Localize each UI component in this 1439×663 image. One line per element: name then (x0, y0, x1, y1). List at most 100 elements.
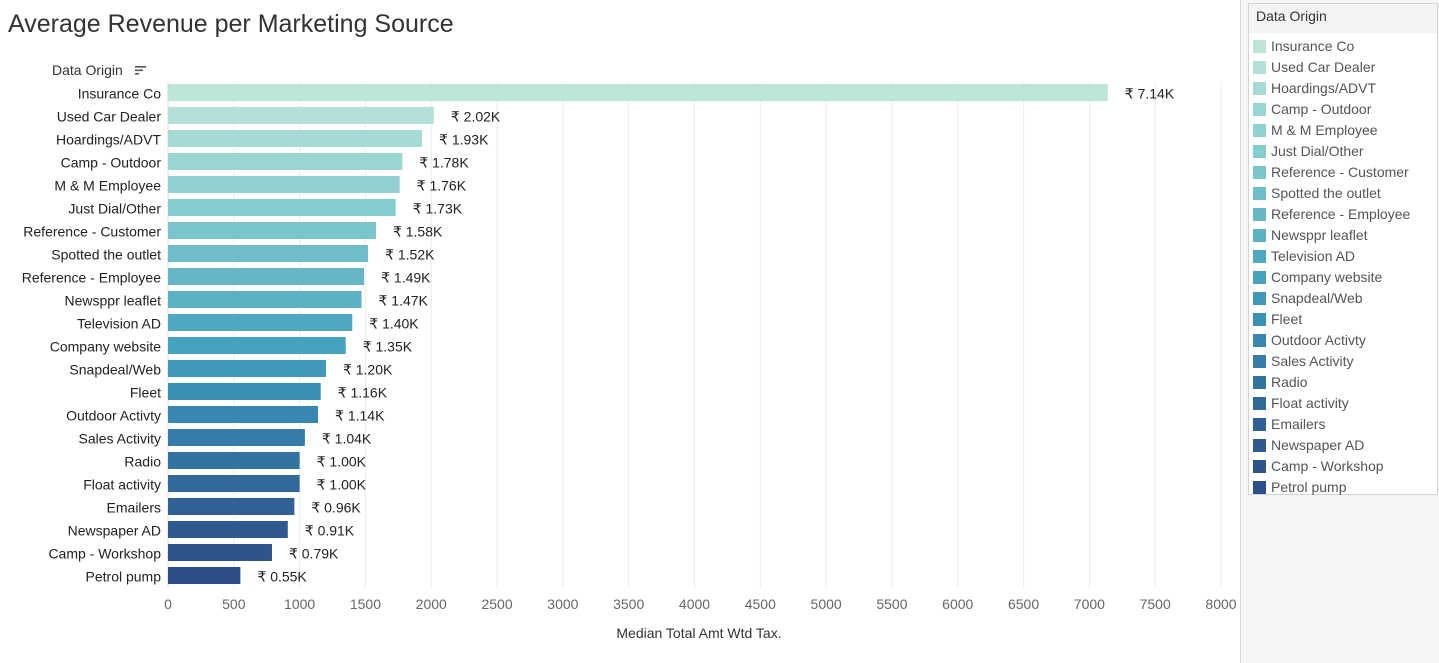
legend-item[interactable]: Used Car Dealer (1253, 58, 1437, 78)
x-tick-label: 3500 (613, 596, 644, 612)
legend-item[interactable]: Snapdeal/Web (1253, 289, 1437, 309)
bar[interactable] (168, 199, 396, 216)
bar[interactable] (168, 475, 300, 492)
legend-swatch (1253, 355, 1266, 368)
category-label[interactable]: Newspaper AD (68, 523, 161, 539)
category-label[interactable]: Just Dial/Other (68, 201, 161, 217)
legend-item[interactable]: Spotted the outlet (1253, 184, 1437, 204)
bar[interactable] (168, 314, 353, 331)
legend-item[interactable]: Fleet (1253, 310, 1437, 330)
legend-item[interactable]: Emailers (1253, 415, 1437, 435)
data-label: ₹ 1.93K (439, 132, 489, 148)
legend-label: Just Dial/Other (1271, 143, 1364, 159)
bar[interactable] (168, 452, 300, 469)
legend-item[interactable]: Reference - Customer (1253, 163, 1437, 183)
bar[interactable] (168, 567, 241, 584)
legend-item[interactable]: Newsppr leaflet (1253, 226, 1437, 246)
data-label: ₹ 1.76K (417, 178, 467, 194)
category-label[interactable]: Fleet (130, 385, 161, 401)
legend-item[interactable]: Insurance Co (1253, 37, 1437, 57)
category-label[interactable]: Company website (50, 339, 161, 355)
bar[interactable] (168, 544, 272, 561)
legend-item[interactable]: Radio (1253, 373, 1437, 393)
bar[interactable] (168, 291, 362, 308)
data-labels: ₹ 7.14K ₹ 2.02K ₹ 1.93K ₹ 1.78K ₹ 1.76K ₹ 1.7… (257, 86, 1174, 585)
bars (168, 84, 1108, 584)
legend-label: Emailers (1271, 416, 1326, 432)
bar[interactable] (168, 222, 376, 239)
data-label: ₹ 1.14K (335, 408, 385, 424)
category-label[interactable]: Camp - Outdoor (61, 155, 162, 171)
data-label: ₹ 1.58K (393, 224, 443, 240)
legend-label: Insurance Co (1271, 38, 1355, 54)
bar[interactable] (168, 107, 434, 124)
legend-label: Camp - Workshop (1271, 458, 1384, 474)
legend-label: Radio (1271, 374, 1308, 390)
data-label: ₹ 1.49K (381, 270, 431, 286)
x-tick-label: 0 (164, 596, 172, 612)
bar[interactable] (168, 383, 321, 400)
bar[interactable] (168, 153, 403, 170)
bar[interactable] (168, 521, 288, 538)
x-tick-label: 5500 (876, 596, 907, 612)
x-tick-label: 2000 (416, 596, 447, 612)
data-label: ₹ 1.00K (317, 454, 367, 470)
category-label[interactable]: Camp - Workshop (48, 546, 161, 562)
category-label[interactable]: Insurance Co (78, 86, 161, 102)
bar[interactable] (168, 360, 326, 377)
category-label[interactable]: Outdoor Activty (66, 408, 161, 424)
legend-item[interactable]: Hoardings/ADVT (1253, 79, 1437, 99)
legend-item[interactable]: Camp - Outdoor (1253, 100, 1437, 120)
bar[interactable] (168, 268, 365, 285)
x-tick-label: 6000 (942, 596, 973, 612)
data-label: ₹ 1.00K (317, 477, 367, 493)
legend-item[interactable]: M & M Employee (1253, 121, 1437, 141)
legend-item[interactable]: Company website (1253, 268, 1437, 288)
category-label[interactable]: Snapdeal/Web (69, 362, 161, 378)
bar[interactable] (168, 337, 346, 354)
legend-label: Newsppr leaflet (1271, 227, 1368, 243)
category-label[interactable]: Hoardings/ADVT (56, 132, 161, 148)
category-label[interactable]: Reference - Employee (22, 270, 162, 286)
data-label: ₹ 1.52K (385, 247, 435, 263)
legend-item[interactable]: Reference - Employee (1253, 205, 1437, 225)
category-label[interactable]: Radio (124, 454, 161, 470)
data-label: ₹ 0.79K (289, 546, 339, 562)
legend-item[interactable]: Float activity (1253, 394, 1437, 414)
legend-item[interactable]: Outdoor Activty (1253, 331, 1437, 351)
legend-label: Snapdeal/Web (1271, 290, 1363, 306)
legend: Data Origin Insurance Co Used Car Dealer H… (1248, 3, 1438, 495)
legend-item[interactable]: Camp - Workshop (1253, 457, 1437, 477)
data-label: ₹ 1.35K (363, 339, 413, 355)
category-label[interactable]: M & M Employee (54, 178, 161, 194)
legend-item[interactable]: Newspaper AD (1253, 436, 1437, 456)
category-label[interactable]: Newsppr leaflet (65, 293, 162, 309)
bar[interactable] (168, 176, 400, 193)
category-label[interactable]: Television AD (77, 316, 161, 332)
bar-chart: Insurance Co Used Car Dealer Hoardings/ADV… (22, 82, 1237, 641)
bar[interactable] (168, 429, 305, 446)
category-label[interactable]: Float activity (83, 477, 161, 493)
category-label[interactable]: Petrol pump (86, 569, 162, 585)
data-label: ₹ 0.96K (311, 500, 361, 516)
bar[interactable] (168, 84, 1108, 101)
legend-item[interactable]: Petrol pump (1253, 478, 1437, 498)
row-header-data-origin[interactable]: Data Origin (52, 62, 123, 78)
x-tick-label: 3000 (547, 596, 578, 612)
bar[interactable] (168, 130, 423, 147)
legend-label: Petrol pump (1271, 479, 1347, 495)
x-tick-label: 2500 (481, 596, 512, 612)
legend-item[interactable]: Sales Activity (1253, 352, 1437, 372)
category-label[interactable]: Spotted the outlet (51, 247, 161, 263)
legend-item[interactable]: Television AD (1253, 247, 1437, 267)
sort-icon[interactable] (135, 66, 147, 76)
category-label[interactable]: Sales Activity (79, 431, 161, 447)
bar[interactable] (168, 245, 369, 262)
legend-item[interactable]: Just Dial/Other (1253, 142, 1437, 162)
bar[interactable] (168, 406, 319, 423)
bar[interactable] (168, 498, 295, 515)
legend-label: Sales Activity (1271, 353, 1354, 369)
category-label[interactable]: Emailers (107, 500, 161, 516)
category-label[interactable]: Used Car Dealer (57, 109, 162, 125)
category-label[interactable]: Reference - Customer (23, 224, 161, 240)
